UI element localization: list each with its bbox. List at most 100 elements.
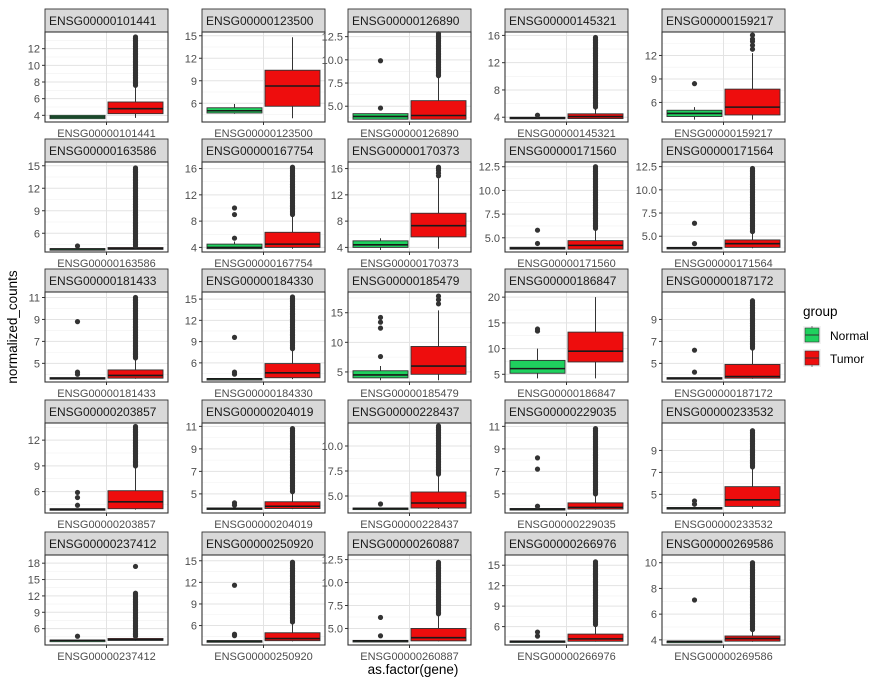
x-tick-label: ENSG00000184330	[214, 388, 312, 400]
y-tick-label: 6	[34, 228, 40, 240]
y-tick-label: 9	[34, 461, 40, 473]
normal-outlier	[691, 81, 698, 87]
y-tick-label: 6	[34, 487, 40, 499]
x-tick-label: ENSG00000233532	[674, 519, 772, 531]
x-tick-label: ENSG00000269586	[674, 651, 772, 663]
normal-boxplot	[352, 501, 409, 511]
y-tick-label: 15	[331, 308, 343, 320]
y-tick-label: 5	[34, 358, 40, 370]
tumor-outlier	[749, 165, 756, 172]
tumor-boxplot	[567, 297, 624, 379]
tumor-boxplot	[107, 294, 164, 379]
tumor-outlier	[132, 590, 139, 596]
facet-strip-label: ENSG00000185479	[352, 274, 460, 288]
tumor-boxplot	[567, 559, 624, 642]
x-tick-label: ENSG00000171564	[674, 258, 772, 270]
facet-panel: ENSG00000159217 6 9 12 ENSG00000159217	[645, 8, 786, 140]
facet-panel: ENSG00000260887 5.0 7.5 10.0 12.5 ENSG0000026…	[322, 531, 472, 663]
tumor-boxplot	[264, 559, 321, 642]
tumor-outlier	[289, 164, 296, 170]
tumor-box	[410, 100, 467, 120]
y-tick-label: 11	[29, 292, 40, 304]
normal-outlier	[377, 614, 384, 621]
facet-panel: ENSG00000184330 6 9 12 15 ENSG00000184330	[185, 268, 326, 400]
tumor-box	[567, 633, 624, 642]
normal-outlier	[691, 241, 698, 247]
y-tick-label: 5	[191, 489, 197, 501]
tumor-boxplot	[264, 164, 321, 249]
y-tick-label: 10.0	[322, 55, 343, 67]
facet-strip-label: ENSG00000237412	[49, 537, 157, 551]
tumor-boxplot	[264, 294, 321, 380]
facet-panel: ENSG00000181433 5 7 9 11 ENSG00000181433	[29, 268, 169, 400]
y-tick-label: 6	[651, 609, 657, 621]
tumor-outlier	[289, 294, 296, 300]
x-tick-label: ENSG00000181433	[57, 388, 155, 400]
x-tick-label: ENSG00000204019	[214, 519, 312, 531]
tumor-boxplot	[724, 428, 781, 509]
facet-strip-label: ENSG00000167754	[206, 144, 314, 158]
facet-panel: ENSG00000101441 4 6 8 10 12 ENSG00000101441	[28, 8, 169, 140]
facet-strip-label: ENSG00000229035	[509, 405, 617, 419]
normal-box	[206, 243, 263, 250]
tumor-boxplot	[724, 298, 781, 379]
normal-boxplot	[509, 629, 566, 643]
normal-outlier	[534, 455, 541, 461]
facet-panel: ENSG00000167754 4 8 12 16 ENSG00000167754	[185, 138, 326, 270]
y-tick-label: 5	[494, 369, 500, 381]
y-tick-label: 6	[34, 624, 40, 636]
normal-boxplot	[206, 500, 263, 510]
y-tick-label: 8	[34, 77, 40, 89]
facet-strip-label: ENSG00000171560	[509, 144, 617, 158]
facet-strip-label: ENSG00000266976	[509, 537, 617, 551]
normal-boxplot	[49, 489, 106, 511]
normal-outlier	[534, 633, 541, 639]
y-tick-label: 10	[331, 337, 343, 349]
y-tick-label: 4	[337, 242, 343, 254]
y-tick-label: 5.0	[328, 491, 343, 503]
y-tick-label: 4	[191, 242, 197, 254]
tumor-boxplot	[410, 293, 467, 381]
normal-outlier	[691, 369, 698, 375]
facet-panel: ENSG00000171560 5.0 7.5 10.0 12.5 ENSG0000017…	[479, 138, 629, 270]
normal-boxplot	[666, 81, 723, 120]
tumor-boxplot	[410, 423, 467, 509]
x-tick-label: ENSG00000126890	[360, 128, 458, 140]
tumor-outlier	[435, 423, 442, 429]
normal-boxplot	[666, 597, 723, 644]
facet-strip-label: ENSG00000204019	[206, 405, 314, 419]
y-tick-label: 15	[488, 560, 500, 572]
y-tick-label: 5.0	[328, 101, 343, 113]
normal-boxplot	[352, 314, 409, 381]
tumor-outlier	[435, 31, 442, 37]
y-tick-label: 12	[185, 190, 197, 202]
y-tick-label: 6	[191, 358, 197, 370]
y-tick-label: 7	[651, 336, 657, 348]
tumor-outlier	[749, 42, 756, 48]
y-tick-label: 16	[331, 164, 343, 176]
tumor-box	[264, 363, 321, 379]
y-tick-label: 5.0	[642, 231, 657, 243]
y-tick-label: 11	[186, 421, 197, 433]
y-tick-label: 7.5	[328, 78, 343, 90]
normal-boxplot	[666, 220, 723, 250]
y-tick-label: 5	[494, 489, 500, 501]
y-tick-label: 12.5	[479, 162, 500, 174]
normal-boxplot	[49, 319, 106, 380]
x-tick-label: ENSG00000163586	[57, 258, 155, 270]
tumor-outlier	[435, 301, 442, 307]
y-tick-label: 16	[488, 30, 500, 42]
facet-panel: ENSG00000237412 6 9 12 15 18 ENSG00000237412	[28, 531, 169, 663]
x-tick-label: ENSG00000123500	[214, 128, 312, 140]
tumor-box	[724, 88, 781, 116]
normal-boxplot	[509, 326, 566, 379]
tumor-box	[724, 486, 781, 507]
legend-label-tumor: Tumor	[830, 352, 864, 366]
y-tick-label: 20	[488, 292, 500, 304]
y-tick-label: 12	[28, 183, 40, 195]
tumor-outlier	[435, 559, 442, 565]
y-tick-label: 15	[185, 556, 197, 568]
y-tick-label: 9	[34, 314, 40, 326]
facet-strip-label: ENSG00000170373	[352, 144, 460, 158]
